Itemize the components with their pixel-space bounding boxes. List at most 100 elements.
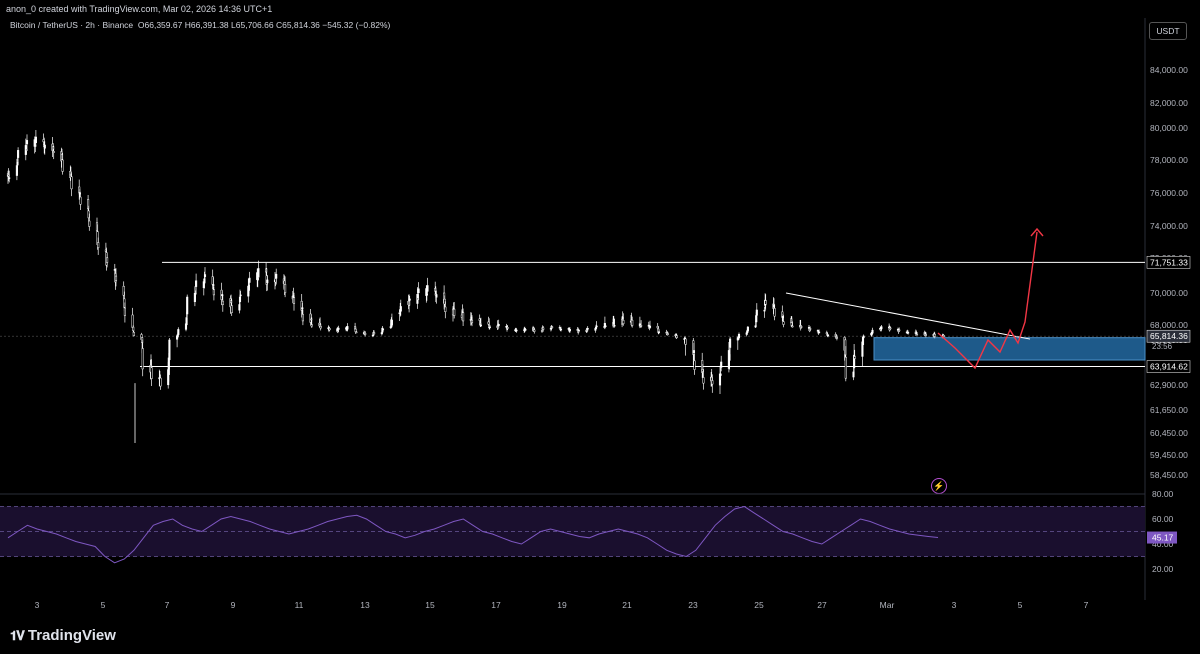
- candle-body: [497, 323, 500, 326]
- candle-body: [122, 285, 125, 296]
- candle-body: [106, 257, 109, 263]
- x-tick-label: 23: [688, 600, 698, 610]
- candle-body: [43, 144, 46, 149]
- y-tick-label: 76,000.00: [1150, 188, 1188, 198]
- tradingview-logo-icon: 𝟏𝐕: [10, 627, 25, 643]
- y-tick-label: 78,000.00: [1150, 155, 1188, 165]
- ohlc-close: C65,814.36: [275, 20, 320, 30]
- candle-body: [898, 329, 901, 332]
- candle-body: [853, 356, 856, 359]
- candle-body: [577, 329, 580, 332]
- candle-body: [390, 319, 393, 326]
- candle-body: [515, 329, 518, 332]
- candle-body: [835, 337, 838, 339]
- candle-body: [195, 280, 198, 287]
- candle-body: [132, 332, 135, 336]
- x-tick-label: 19: [557, 600, 567, 610]
- y-tick-label: 82,000.00: [1150, 98, 1188, 108]
- candle-body: [212, 289, 215, 296]
- candle-body: [159, 377, 162, 387]
- x-tick-label: 9: [231, 600, 236, 610]
- resistance-price-label: 71,751.33: [1150, 257, 1188, 267]
- x-tick-label: 3: [952, 600, 957, 610]
- y-tick-label: 58,450.00: [1150, 470, 1188, 480]
- x-tick-label: 17: [491, 600, 501, 610]
- candle-body: [933, 333, 936, 337]
- candle-body: [355, 331, 358, 334]
- candle-body: [558, 327, 561, 329]
- candle-body: [97, 242, 100, 248]
- candle-body: [719, 373, 722, 376]
- candle-body: [720, 361, 723, 368]
- candle-body: [453, 308, 456, 316]
- attribution-text: anon_0 created with TradingView.com, Mar…: [6, 4, 273, 14]
- candle-body: [595, 325, 598, 328]
- y-tick-label: 70,000.00: [1150, 288, 1188, 298]
- candle-body: [800, 326, 803, 328]
- candle-body: [364, 333, 367, 335]
- candle-body: [426, 285, 429, 292]
- candle-body: [604, 325, 607, 328]
- candle-body: [17, 150, 20, 158]
- candle-body: [479, 324, 482, 327]
- candle-body: [551, 326, 554, 329]
- candle-body: [613, 324, 616, 327]
- candle-body: [52, 151, 55, 153]
- candle-body: [675, 335, 678, 338]
- candle-body: [666, 333, 669, 335]
- candle-body: [132, 326, 135, 331]
- candle-body: [221, 300, 224, 305]
- currency-selector[interactable]: USDT: [1149, 22, 1187, 40]
- y-tick-label: 62,900.00: [1150, 380, 1188, 390]
- candle-body: [540, 330, 544, 332]
- candle-body: [728, 354, 731, 361]
- candle-body: [559, 328, 563, 331]
- candle-body: [177, 329, 180, 335]
- candle-body: [692, 350, 695, 354]
- candle-body: [462, 312, 465, 322]
- y-tick-label: 59,450.00: [1150, 450, 1188, 460]
- candle-body: [34, 145, 37, 147]
- candle-body: [791, 325, 794, 328]
- current-price-label-bg: [1146, 329, 1191, 343]
- candle-body: [328, 328, 331, 331]
- candle-body: [746, 326, 749, 332]
- candle-body: [533, 329, 536, 332]
- ohlc-change: −545.32 (−0.82%): [322, 20, 391, 30]
- candle-body: [292, 297, 296, 304]
- ohlc-high: H66,391.38: [184, 20, 229, 30]
- candle-body: [150, 367, 153, 379]
- candle-body: [622, 320, 625, 324]
- candle-body: [889, 327, 892, 330]
- candle-body: [754, 325, 757, 328]
- candle-body: [346, 326, 349, 330]
- resistance-price-label-bg: [1146, 256, 1191, 269]
- candle-body: [381, 328, 385, 331]
- candle-body: [88, 220, 91, 227]
- candle-body: [657, 331, 660, 333]
- x-tick-label: 15: [425, 600, 435, 610]
- rsi-tick-label: 20.00: [1152, 564, 1174, 574]
- rsi-tick-label: 80.00: [1152, 489, 1174, 499]
- x-tick-label: 11: [295, 600, 304, 610]
- candle-body: [70, 176, 73, 190]
- candle-body: [648, 325, 652, 328]
- candle-body: [185, 318, 188, 326]
- tradingview-brand[interactable]: 𝟏𝐕 TradingView: [10, 627, 116, 644]
- candle-body: [373, 332, 376, 335]
- countdown-label: 23:56: [1152, 342, 1173, 351]
- candle-body: [826, 334, 830, 337]
- rsi-value-label: 45.17: [1152, 533, 1174, 543]
- x-tick-label: Mar: [880, 600, 895, 610]
- rsi-value-label-bg: [1147, 531, 1177, 544]
- candle-body: [141, 348, 144, 370]
- candle-body: [248, 277, 251, 283]
- symbol-name[interactable]: Bitcoin / TetherUS · 2h · Binance: [10, 20, 134, 30]
- candle-body: [79, 196, 82, 205]
- candle-body: [123, 307, 126, 316]
- y-tick-label: 60,450.00: [1150, 428, 1188, 438]
- symbol-legend: Bitcoin / TetherUS · 2h · Binance O66,35…: [10, 20, 390, 30]
- candle-body: [640, 325, 643, 327]
- candle-body: [942, 335, 945, 337]
